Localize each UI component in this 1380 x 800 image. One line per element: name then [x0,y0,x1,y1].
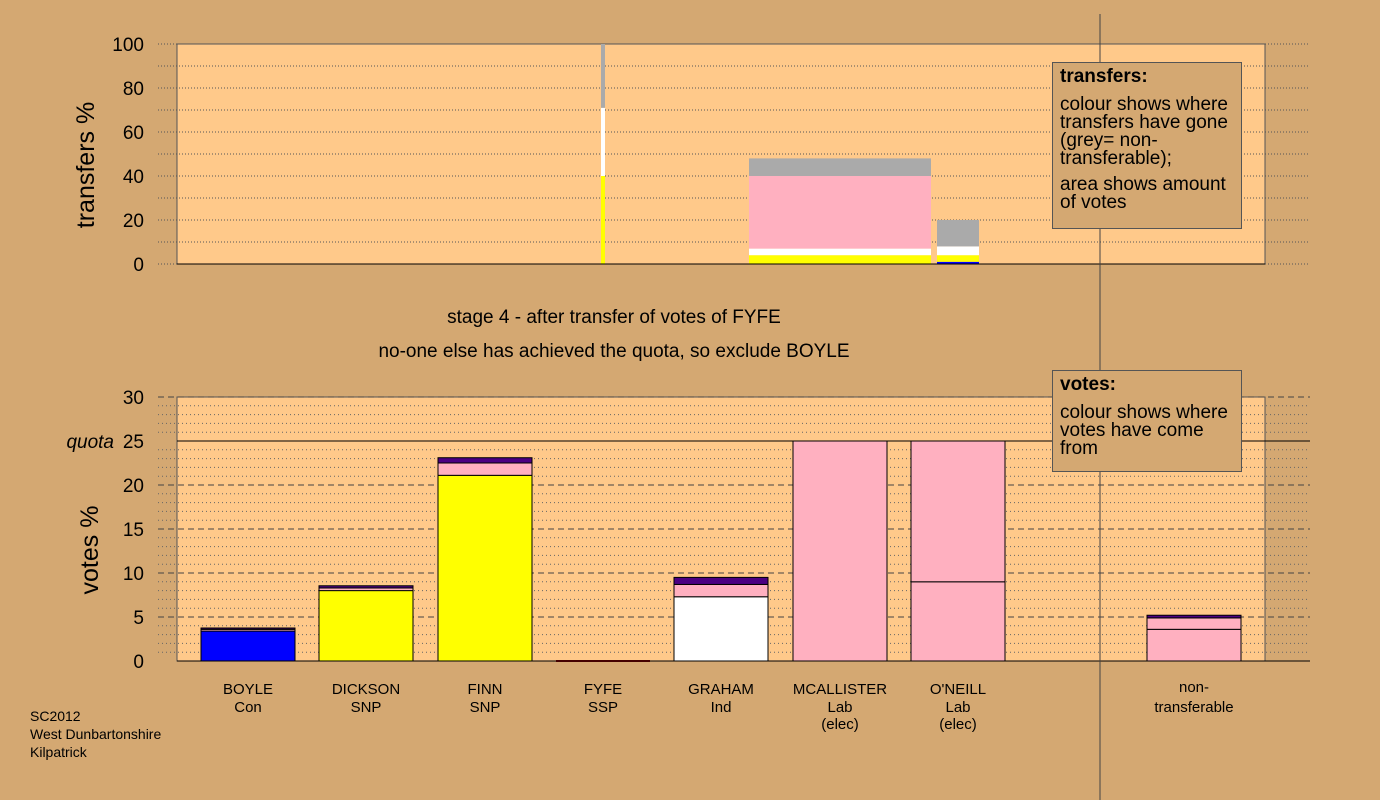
candidate-name: O'NEILL [930,681,986,698]
votes-tick-label: 0 [133,652,144,673]
votes-legend: votes: colour shows where votes have com… [1052,370,1242,472]
votes-axis-label: votes % [76,506,104,595]
candidate-party: Lab [827,699,852,716]
transfer-segment [749,248,931,256]
vote-segment [437,474,533,662]
transfers-legend-area-text: area shows amount of votes [1060,174,1226,213]
candidate-elected: (elec) [821,716,859,733]
transfer-segment [937,220,979,247]
transfer-segment [937,246,979,256]
candidate-party: Con [234,699,262,716]
votes-tick-label: 15 [123,520,144,541]
vote-segment [910,440,1006,583]
quota-label: quota [66,432,114,453]
vote-segment [910,581,1006,662]
transfer-segment [601,107,605,176]
vote-segment [318,585,414,589]
transfer-segment [937,255,979,262]
vote-segment [437,457,533,464]
candidate-name: GRAHAM [688,681,754,698]
candidate-name: FINN [468,681,503,698]
candidate-party: SNP [351,699,382,716]
candidate-party: SNP [470,699,501,716]
transfers-tick-label: 40 [123,167,144,188]
votes-legend-text: colour shows where votes have come from [1060,402,1228,459]
votes-tick-label: 30 [123,388,144,409]
vote-segment [673,576,769,585]
transfer-segment [601,44,605,108]
transfer-segment [937,261,979,264]
transfer-segment [749,158,931,176]
candidate-name: BOYLE [223,681,273,698]
votes-legend-title: votes: [1060,374,1116,395]
transfer-segment [749,176,931,249]
transfers-legend-title: transfers: [1060,66,1148,87]
vote-segment [200,630,296,662]
nontransferable-label-2: transferable [1154,699,1233,716]
vote-segment [437,462,533,476]
stage-caption: stage 4 - after transfer of votes of FYF… [447,307,781,328]
transfers-legend: transfers: colour shows where transfers … [1052,62,1242,229]
vote-segment [318,590,414,662]
vote-segment [1146,617,1242,630]
vote-segment [1146,614,1242,619]
candidate-elected: (elec) [939,716,977,733]
source-note: SC2012 West Dunbartonshire Kilpatrick [30,707,161,761]
vote-segment [200,627,296,630]
vote-segment [1146,628,1242,662]
votes-tick-label: 25 [123,432,144,453]
transfers-tick-label: 100 [112,35,144,56]
transfer-segment [601,176,605,264]
candidate-party: SSP [588,699,618,716]
vote-segment [673,583,769,598]
transfers-tick-label: 60 [123,123,144,144]
transfer-segment [749,255,931,264]
vote-segment [673,596,769,662]
stage-decision: no-one else has achieved the quota, so e… [378,341,849,362]
nontransferable-label-1: non- [1179,679,1209,696]
source-ward: Kilpatrick [30,744,87,760]
transfers-tick-label: 80 [123,79,144,100]
transfers-tick-label: 0 [133,255,144,276]
votes-tick-label: 5 [133,608,144,629]
vote-segment [792,440,888,662]
votes-tick-label: 20 [123,476,144,497]
candidate-name: MCALLISTER [793,681,887,698]
transfers-tick-label: 20 [123,211,144,232]
candidate-name: DICKSON [332,681,400,698]
candidate-name: FYFE [584,681,622,698]
candidate-party: Lab [945,699,970,716]
votes-tick-label: 10 [123,564,144,585]
candidate-party: Ind [711,699,732,716]
transfers-axis-label: transfers % [72,102,100,228]
transfers-legend-text: colour shows where transfers have gone (… [1060,94,1228,169]
source-election: SC2012 [30,708,81,724]
source-council: West Dunbartonshire [30,726,162,742]
